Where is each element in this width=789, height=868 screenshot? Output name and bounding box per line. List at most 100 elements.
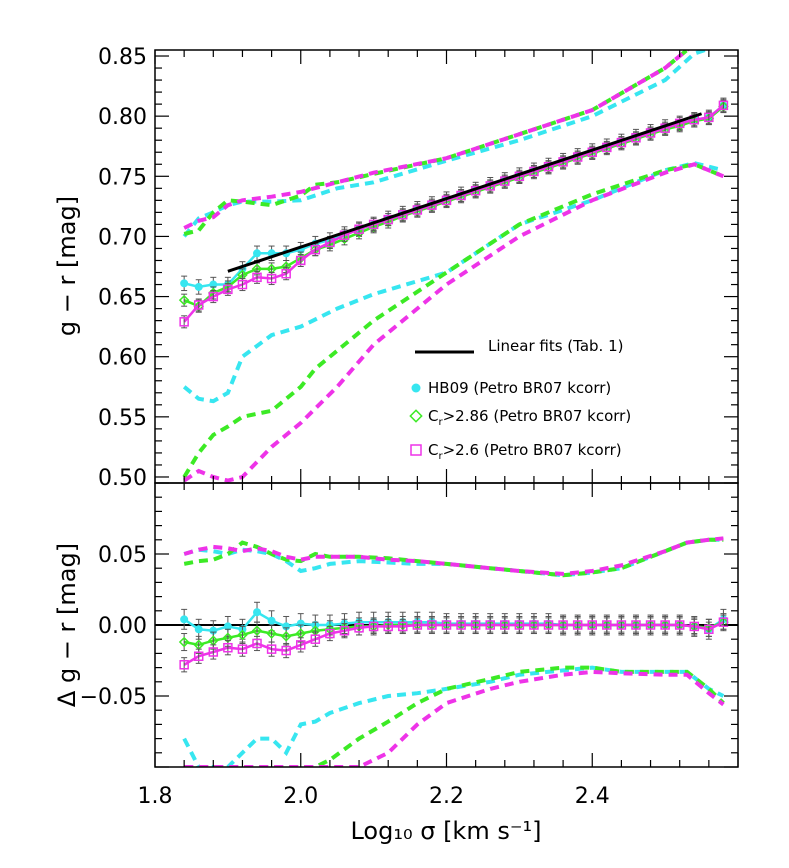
data-point-square <box>252 638 262 649</box>
data-point-square <box>427 620 437 630</box>
x-tick-label: 1.8 <box>138 784 173 809</box>
data-point-square <box>558 620 568 630</box>
data-point-square <box>412 620 423 630</box>
data-point-diamond <box>586 619 598 631</box>
data-point-diamond <box>368 621 379 632</box>
legend-hb09-label: HB09 (Petro BR07 kcorr) <box>428 379 611 397</box>
data-point-square <box>718 100 729 111</box>
data-point-square <box>602 620 612 630</box>
data-point-square <box>383 621 393 632</box>
data-point-diamond <box>280 631 292 642</box>
legend-cr26-marker <box>410 444 422 456</box>
data-point-square <box>223 642 233 653</box>
data-point-diamond <box>295 628 307 639</box>
data-point-square <box>266 273 277 284</box>
data-point-diamond <box>484 619 496 631</box>
series-line-magenta <box>183 621 724 666</box>
data-point-square <box>296 255 306 266</box>
data-point-diamond <box>237 269 248 281</box>
data-point-circle <box>253 249 262 258</box>
y-tick-label: 0.05 <box>98 543 147 568</box>
data-point-square <box>500 620 510 630</box>
data-point-square <box>470 620 481 630</box>
data-point-square <box>587 620 597 630</box>
data-point-circle <box>296 619 305 628</box>
data-point-square <box>208 647 219 657</box>
data-point-square <box>179 660 189 670</box>
data-point-diamond <box>222 632 234 644</box>
band-upper-magenta <box>183 50 691 230</box>
legend-cr26-label: Cr>2.6 (Petro BR07 kcorr) <box>428 441 622 462</box>
data-point-square <box>252 272 262 283</box>
data-point-circle <box>223 622 232 631</box>
legend-cr286-label: Cr>2.86 (Petro BR07 kcorr) <box>428 407 631 428</box>
data-point-diamond <box>601 619 613 631</box>
data-point-square <box>281 268 291 279</box>
data-point-square <box>296 640 306 650</box>
data-point-square <box>572 620 583 630</box>
linear-fit-line <box>227 112 703 273</box>
legend-fit-label: Linear fits (Tab. 1) <box>488 337 623 355</box>
data-point-square <box>398 621 408 632</box>
data-point-square <box>689 621 700 632</box>
legend: Linear fits (Tab. 1) HB09 (Petro BR07 kc… <box>409 337 631 462</box>
bottom-y-axis-label: Δ g − r [mag] <box>53 543 81 707</box>
data-point-diamond <box>499 619 511 631</box>
data-point-circle <box>253 608 262 617</box>
data-point-diamond <box>572 619 583 631</box>
data-point-diamond <box>645 619 656 631</box>
data-point-diamond <box>659 619 671 631</box>
data-point-diamond <box>630 619 642 631</box>
data-point-square <box>616 620 627 630</box>
y-tick-label: 0.65 <box>98 286 147 311</box>
data-point-diamond <box>455 619 467 631</box>
data-point-square <box>368 621 379 632</box>
data-point-diamond <box>674 619 686 631</box>
data-point-diamond <box>543 619 554 631</box>
data-point-square <box>339 625 350 636</box>
data-point-square <box>718 617 729 627</box>
data-point-square <box>514 620 525 630</box>
data-point-diamond <box>178 636 190 648</box>
data-point-diamond <box>251 625 263 636</box>
data-point-diamond <box>266 628 277 639</box>
y-tick-label: 0.75 <box>98 165 147 190</box>
data-point-diamond <box>514 619 525 631</box>
band-upper-cyan <box>182 50 712 238</box>
band-lower-magenta <box>183 162 725 483</box>
data-point-circle <box>180 279 189 288</box>
data-point-circle <box>194 282 203 291</box>
y-tick-label: 0.50 <box>98 466 147 491</box>
data-point-square <box>223 284 233 295</box>
data-point-circle <box>194 625 203 634</box>
bottom-data-series <box>155 601 738 673</box>
data-point-diamond <box>557 619 569 631</box>
data-point-square <box>281 645 291 656</box>
data-point-diamond <box>207 635 219 646</box>
data-point-square <box>237 279 248 290</box>
data-point-square <box>704 624 714 635</box>
band-lower-cyan <box>182 665 725 767</box>
y-tick-label: 0.85 <box>98 45 147 70</box>
bottom-panel: 0.050.00−0.051.8 2.0 2.2 2.4 Δ g − r [mag] … <box>53 482 739 845</box>
data-point-square <box>485 620 495 630</box>
data-point-diamond <box>426 619 438 631</box>
data-point-diamond <box>280 261 292 272</box>
data-point-square <box>456 620 466 630</box>
data-point-diamond <box>178 294 190 306</box>
y-tick-label: 0.00 <box>98 614 147 639</box>
top-confidence-bands <box>182 50 725 483</box>
legend-cr286-marker <box>409 409 423 423</box>
data-point-diamond <box>470 619 481 631</box>
y-tick-label: 0.70 <box>98 225 147 250</box>
top-panel: 0.50 0.55 0.60 0.65 0.70 0.75 0.80 0.85 g − r [… <box>53 45 739 491</box>
band-upper-green <box>183 537 724 578</box>
data-point-square <box>354 623 364 633</box>
data-point-square <box>529 620 539 630</box>
data-point-square <box>441 620 452 630</box>
data-point-diamond <box>688 621 700 632</box>
data-point-diamond <box>193 639 205 651</box>
data-point-diamond <box>266 263 277 275</box>
data-point-square <box>208 291 219 302</box>
